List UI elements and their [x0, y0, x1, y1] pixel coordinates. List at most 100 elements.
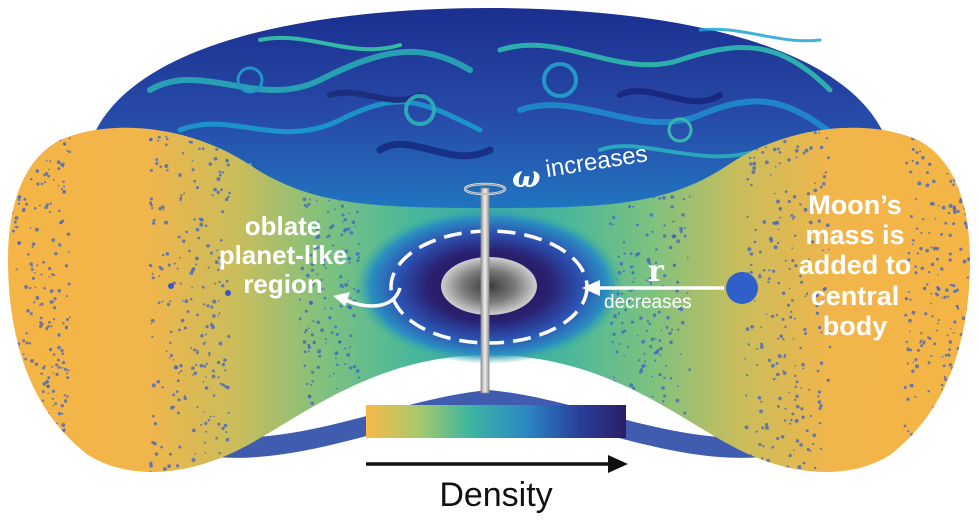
- particle-dot: [928, 337, 932, 340]
- particle-dot: [913, 433, 918, 438]
- particle-dot: [53, 462, 57, 466]
- particle-dot: [624, 308, 627, 312]
- particle-dot: [907, 291, 910, 294]
- particle-dot: [198, 217, 201, 220]
- particle-dot: [347, 279, 350, 282]
- particle-dot: [931, 133, 934, 136]
- particle-dot: [937, 124, 940, 127]
- particle-dot: [750, 324, 755, 329]
- particle-dot: [807, 258, 810, 261]
- particle-dot: [802, 461, 806, 465]
- particle-dot: [754, 228, 757, 232]
- particle-dot: [341, 449, 345, 453]
- particle-dot: [644, 475, 647, 478]
- particle-dot: [183, 192, 186, 195]
- particle-dot: [180, 194, 183, 197]
- particle-dot: [21, 421, 24, 424]
- particle-dot: [165, 251, 170, 256]
- particle-dot: [819, 404, 823, 408]
- particle-dot: [918, 465, 922, 469]
- particle-dot: [351, 395, 356, 400]
- particle-dot: [745, 327, 750, 331]
- particle-dot: [311, 370, 315, 374]
- particle-dot: [645, 329, 648, 332]
- particle-dot: [638, 359, 641, 362]
- particle-dot: [307, 228, 309, 231]
- particle-dot: [305, 273, 310, 278]
- particle-dot: [11, 447, 15, 451]
- particle-dot: [210, 251, 213, 255]
- particle-dot: [357, 376, 360, 379]
- particle-dot: [789, 315, 793, 319]
- particle-dot: [206, 304, 210, 308]
- particle-dot: [904, 130, 907, 134]
- particle-dot: [771, 269, 776, 273]
- particle-dot: [55, 372, 59, 377]
- particle-dot: [653, 351, 657, 355]
- particle-dot: [676, 280, 680, 284]
- particle-dot: [959, 478, 962, 481]
- particle-dot: [216, 249, 219, 252]
- particle-dot: [318, 417, 321, 420]
- particle-dot: [657, 310, 661, 314]
- particle-dot: [782, 371, 787, 375]
- particle-dot: [966, 336, 969, 340]
- particle-dot: [191, 457, 196, 462]
- particle-dot: [38, 304, 41, 307]
- particle-dot: [68, 150, 71, 153]
- particle-dot: [65, 132, 70, 136]
- particle-dot: [43, 174, 46, 177]
- particle-dot: [42, 382, 47, 386]
- particle-dot: [300, 453, 303, 456]
- particle-dot: [927, 162, 932, 167]
- particle-dot: [920, 266, 925, 271]
- particle-dot: [632, 280, 635, 283]
- particle-dot: [56, 160, 61, 165]
- particle-dot: [810, 205, 815, 209]
- particle-dot: [790, 214, 794, 217]
- particle-dot: [60, 348, 64, 353]
- particle-dot: [787, 200, 791, 204]
- particle-dot: [666, 315, 670, 320]
- particle-dot: [33, 207, 37, 210]
- particle-dot: [327, 399, 330, 402]
- particle-dot: [958, 423, 962, 427]
- particle-dot: [780, 434, 785, 439]
- particle-dot: [810, 240, 815, 244]
- particle-dot: [946, 334, 949, 337]
- particle-dot: [33, 445, 38, 450]
- particle-dot: [791, 259, 795, 263]
- particle-dot: [627, 392, 630, 395]
- particle-dot: [16, 448, 20, 452]
- particle-dot: [223, 358, 227, 362]
- small-body-left-1: [225, 290, 231, 296]
- particle-dot: [183, 394, 186, 398]
- particle-dot: [764, 423, 769, 427]
- particle-dot: [928, 467, 933, 472]
- particle-dot: [775, 313, 779, 317]
- particle-dot: [32, 155, 36, 160]
- particle-dot: [224, 369, 227, 372]
- particle-dot: [40, 182, 44, 186]
- particle-dot: [821, 299, 825, 303]
- particle-dot: [62, 142, 67, 146]
- particle-dot: [803, 207, 808, 212]
- particle-dot: [916, 252, 920, 255]
- particle-dot: [63, 394, 66, 397]
- particle-dot: [799, 274, 802, 278]
- particle-dot: [925, 183, 930, 188]
- particle-dot: [623, 252, 626, 255]
- particle-dot: [213, 474, 216, 477]
- particle-dot: [915, 197, 918, 200]
- particle-dot: [644, 360, 647, 363]
- particle-dot: [17, 195, 21, 199]
- particle-dot: [942, 150, 947, 155]
- particle-dot: [307, 327, 310, 330]
- particle-dot: [927, 336, 930, 339]
- particle-dot: [57, 289, 62, 293]
- particle-dot: [316, 273, 319, 276]
- oblate-region-label: oblate planet-like region: [208, 211, 358, 299]
- particle-dot: [204, 341, 207, 344]
- particle-dot: [46, 432, 51, 437]
- particle-dot: [327, 210, 330, 214]
